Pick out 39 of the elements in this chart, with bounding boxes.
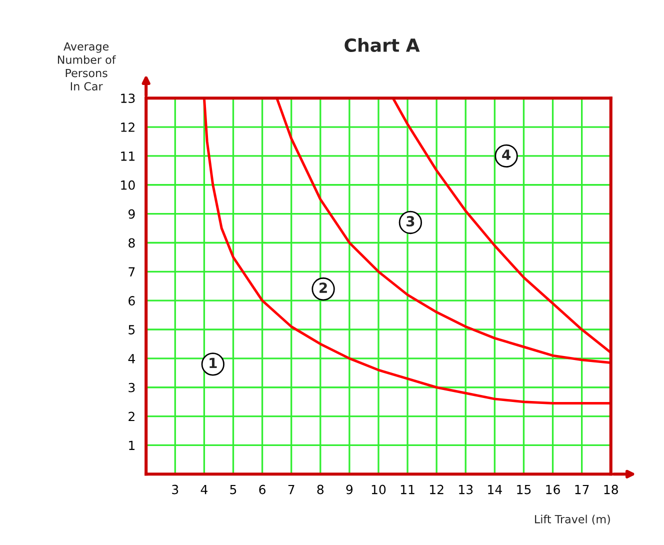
y-axis-title: Average Number of Persons In Car — [58, 42, 116, 90]
y-tick-label: 12 — [121, 122, 134, 132]
x-tick-label: 8 — [317, 484, 324, 494]
y-tick-label: 8 — [128, 238, 135, 248]
line-series — [276, 98, 611, 364]
y-tick-label: 2 — [128, 412, 134, 422]
x-tick-label: 10 — [372, 484, 386, 494]
y-tick-label: 4 — [128, 354, 135, 364]
x-tick-label: 15 — [517, 484, 531, 494]
annotation: 2 — [320, 282, 327, 293]
line-series — [202, 98, 611, 405]
x-tick-label: 5 — [230, 484, 236, 494]
x-tick-label: 16 — [546, 484, 560, 494]
x-tick-label: 4 — [200, 484, 208, 494]
x-axis-title: Lift Travel (m) — [535, 514, 610, 525]
annotation: 4 — [502, 150, 510, 160]
x-tick-label: 7 — [288, 484, 294, 494]
x-tick-label: 9 — [346, 484, 353, 494]
x-tick-label: 11 — [400, 484, 414, 494]
x-tick-label: 18 — [604, 484, 618, 494]
x-tick-label: 6 — [259, 484, 266, 494]
y-tick-label: 3 — [128, 382, 135, 392]
y-tick-label: 5 — [128, 325, 135, 334]
y-tick-label: 13 — [121, 94, 135, 104]
annotation: 3 — [406, 216, 414, 227]
chart-title: Chart A — [344, 38, 420, 52]
y-tick-label: 6 — [128, 296, 135, 306]
y-tick-label: 9 — [128, 209, 135, 219]
x-tick-label: 3 — [172, 484, 178, 494]
x-tick-label: 13 — [459, 484, 473, 494]
x-tick-label: 17 — [575, 484, 589, 494]
x-tick-label: 14 — [488, 484, 502, 494]
annotation: 1 — [210, 358, 217, 368]
x-tick-label: 12 — [430, 484, 444, 494]
y-tick-label: 1 — [129, 440, 135, 450]
y-tick-label: 10 — [121, 180, 135, 190]
y-tick-label: 7 — [128, 267, 135, 276]
y-tick-label: 11 — [121, 152, 135, 161]
line-series — [392, 98, 611, 354]
